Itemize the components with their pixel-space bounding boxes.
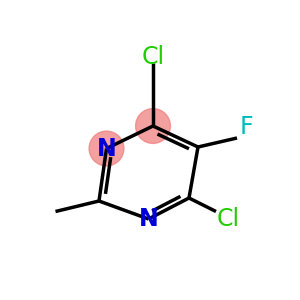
Text: N: N [97,136,116,160]
Circle shape [136,109,170,143]
Text: F: F [239,116,253,140]
Circle shape [89,131,124,166]
Text: Cl: Cl [141,45,165,69]
Text: N: N [139,207,158,231]
Text: Cl: Cl [216,207,240,231]
